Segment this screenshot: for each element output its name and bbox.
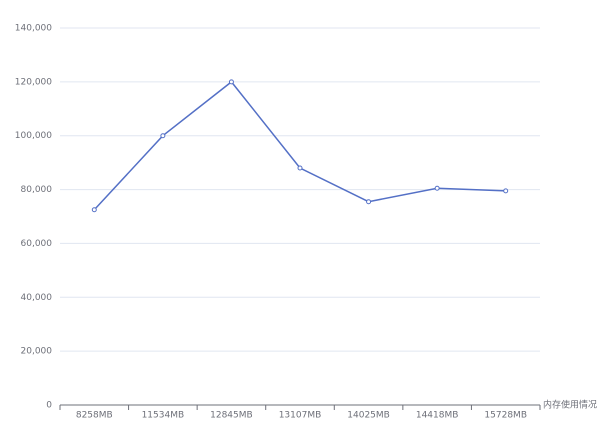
data-point bbox=[91, 207, 97, 213]
y-tick-label: 120,000 bbox=[15, 77, 52, 87]
x-tick-label: 11534MB bbox=[142, 411, 185, 421]
data-point bbox=[434, 185, 440, 191]
y-tick-label: 60,000 bbox=[21, 239, 53, 249]
x-tick-label: 14025MB bbox=[347, 411, 390, 421]
x-tick-label: 15728MB bbox=[484, 411, 527, 421]
y-tick-label: 100,000 bbox=[15, 131, 52, 141]
x-tick-label: 13107MB bbox=[279, 411, 322, 421]
x-tick-label: 12845MB bbox=[210, 411, 253, 421]
data-point bbox=[228, 79, 234, 85]
data-point bbox=[503, 188, 509, 194]
data-point bbox=[297, 165, 303, 171]
series-line bbox=[93, 80, 506, 211]
x-tick-label: 14418MB bbox=[416, 411, 459, 421]
y-tick-label: 140,000 bbox=[15, 24, 52, 34]
data-point bbox=[160, 133, 166, 139]
y-tick-label: 20,000 bbox=[21, 347, 53, 357]
y-tick-label: 0 bbox=[46, 401, 52, 411]
x-tick-label: 8258MB bbox=[76, 411, 113, 421]
data-point bbox=[366, 199, 372, 205]
y-tick-label: 80,000 bbox=[21, 185, 53, 195]
y-tick-label: 40,000 bbox=[21, 293, 53, 303]
x-axis-label: 内存使用情况 bbox=[543, 399, 597, 411]
